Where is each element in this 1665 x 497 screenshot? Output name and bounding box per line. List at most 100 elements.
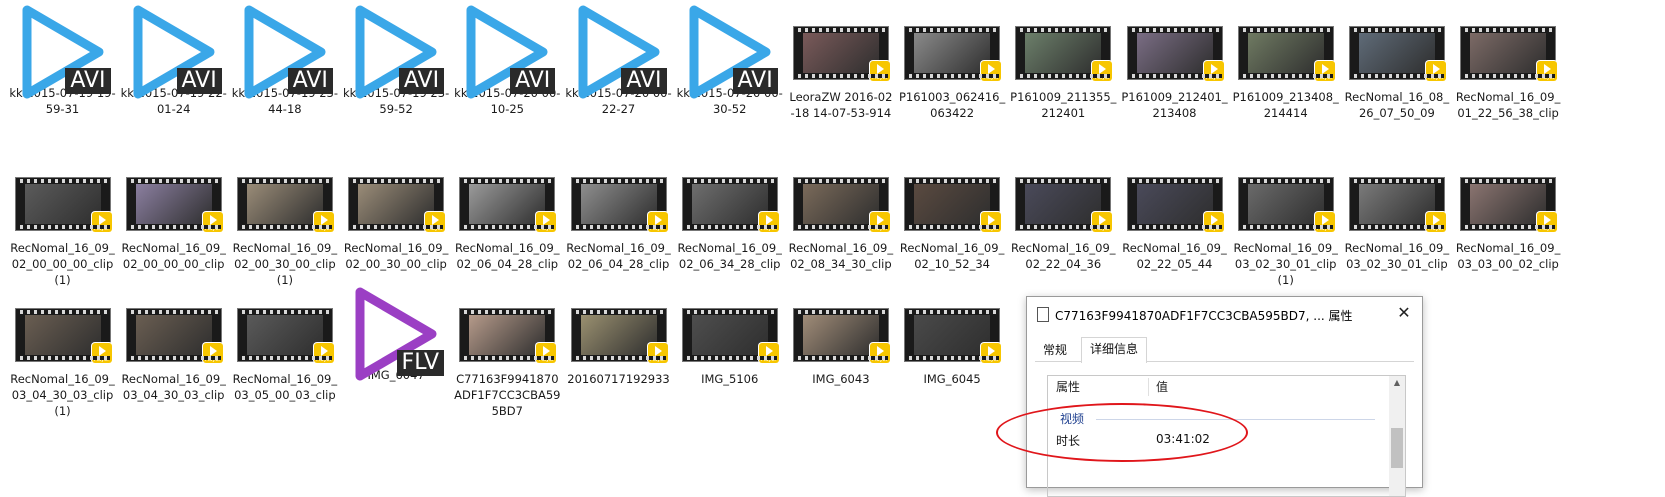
thumbnail-image — [1247, 184, 1324, 224]
file-item[interactable]: Player P161009_212401_213408 — [1119, 6, 1230, 121]
file-item[interactable]: Player RecNomal_16_09_02_00_30_00_clip — [341, 157, 452, 272]
player-badge-icon: Player — [313, 212, 334, 232]
file-name: P161009_212401_213408 — [1121, 90, 1228, 120]
file-item[interactable]: Player P161009_213408_214414 — [1230, 6, 1341, 121]
file-item[interactable]: Player RecNomal_16_09_02_00_00_00_clip — [118, 157, 229, 272]
player-badge-icon: Player — [1203, 212, 1224, 232]
file-item[interactable]: AVI kk 2015-07-19 23-44-18 — [229, 5, 340, 117]
file-item[interactable]: FLVIMG_6047 — [341, 287, 452, 383]
file-item[interactable]: Player RecNomal_16_09_02_22_05_44 — [1119, 157, 1230, 272]
video-thumbnail: Player — [569, 288, 669, 368]
file-name: RecNomal_16_09_02_06_34_28_clip — [677, 241, 782, 271]
file-item[interactable]: Player C77163F9941870ADF1F7CC3CBA595BD7 — [452, 288, 563, 419]
video-thumbnail: Player — [1236, 157, 1336, 237]
thumbnail-image — [1470, 33, 1547, 73]
file-item[interactable]: Player RecNomal_16_09_03_02_30_01_clip(1) — [1230, 157, 1341, 288]
player-badge-icon: Player — [1314, 61, 1335, 81]
file-item[interactable]: Player RecNomal_16_09_03_04_30_03_clip(1) — [7, 288, 118, 419]
file-item[interactable]: Player RecNomal_16_09_02_06_04_28_clip — [452, 157, 563, 272]
file-item[interactable]: AVI kk 2015-07-20 00-10-25 — [452, 5, 563, 117]
file-item[interactable]: Player P161009_211355_212401 — [1008, 6, 1119, 121]
player-badge-label: Player — [316, 357, 332, 363]
details-scrollbar[interactable]: ▲ — [1389, 376, 1405, 496]
thumbnail-image — [1025, 184, 1102, 224]
player-badge-label: Player — [760, 357, 777, 363]
player-badge-label: Player — [1094, 226, 1111, 232]
file-item[interactable]: Player RecNomal_16_09_01_22_56_38_clip — [1453, 6, 1564, 121]
filmstrip-frame: Player — [1237, 26, 1335, 81]
file-item[interactable]: Player P161003_062416_063422 — [897, 6, 1008, 121]
filmstrip-frame: Player — [904, 177, 1002, 232]
filmstrip-frame: Player — [792, 177, 890, 232]
video-thumbnail: Player — [1125, 6, 1225, 86]
thumbnail-image — [1247, 33, 1324, 73]
player-badge-label: Player — [538, 226, 555, 232]
file-name: RecNomal_16_08_26_07_50_09 — [1344, 90, 1450, 120]
file-item[interactable]: AVI kk 2015-07-19 23-59-52 — [341, 5, 452, 117]
file-item[interactable]: Player IMG_5106 — [674, 288, 785, 387]
file-item[interactable]: Player RecNomal_16_09_03_02_30_01_clip — [1341, 157, 1452, 272]
file-item[interactable]: AVI kk 2015-07-20 00-22-27 — [563, 5, 674, 117]
avi-file-icon: AVI — [346, 2, 446, 99]
thumbnail-image — [1136, 33, 1213, 73]
filmstrip-frame: Player — [792, 26, 890, 81]
file-item[interactable]: Player RecNomal_16_09_03_05_00_03_clip — [229, 288, 340, 403]
video-thumbnail: Player — [124, 288, 224, 368]
avi-file-icon: AVI — [569, 2, 669, 99]
close-button[interactable]: ✕ — [1397, 303, 1411, 322]
player-badge-icon: Player — [1203, 61, 1224, 81]
file-type-badge: AVI — [510, 68, 556, 94]
file-item[interactable]: Player RecNomal_16_09_02_08_34_30_clip — [785, 157, 896, 272]
file-item[interactable]: Player LeoraZW 2016-02-18 14-07-53-914 — [785, 6, 896, 121]
player-badge-label: Player — [93, 357, 110, 363]
filmstrip-frame: Player — [348, 177, 446, 232]
file-item[interactable]: Player IMG_6043 — [785, 288, 896, 387]
tab-details[interactable]: 详细信息 — [1081, 337, 1148, 363]
filmstrip-frame: Player — [792, 308, 890, 363]
file-item[interactable]: Player RecNomal_16_09_02_00_30_00_clip(1) — [229, 157, 340, 288]
file-item[interactable]: Player RecNomal_16_09_03_03_00_02_clip — [1453, 157, 1564, 272]
file-item[interactable]: Player IMG_6045 — [897, 288, 1008, 387]
player-badge-icon: Player — [202, 212, 223, 232]
player-badge-label: Player — [649, 226, 666, 232]
player-badge-icon: Player — [647, 212, 668, 232]
player-badge-label: Player — [649, 357, 666, 363]
column-header-property[interactable]: 属性 — [1056, 380, 1081, 394]
scrollbar-thumb[interactable] — [1391, 428, 1403, 468]
file-item[interactable]: Player 20160717192933 — [563, 288, 674, 387]
file-item[interactable]: Player RecNomal_16_09_02_22_04_36 — [1008, 157, 1119, 272]
highlight-ellipse — [996, 403, 1248, 462]
file-type-badge: AVI — [65, 68, 111, 94]
player-badge-label: Player — [1316, 75, 1333, 81]
thumbnail-image — [1358, 33, 1435, 73]
dialog-title-bar[interactable]: C77163F9941870ADF1F7CC3CBA595BD7, ... 属性… — [1027, 297, 1422, 331]
file-item[interactable]: Player RecNomal_16_09_02_06_34_28_clip — [674, 157, 785, 272]
column-headers: 属性 值 — [1048, 376, 1389, 398]
file-item[interactable]: AVI kk 2015-07-19 19-59-31 — [7, 5, 118, 117]
player-badge-label: Player — [1428, 75, 1444, 81]
column-separator[interactable] — [1148, 378, 1149, 396]
scroll-up-arrow-icon[interactable]: ▲ — [1393, 378, 1401, 387]
file-item[interactable]: AVI kk 2015-07-19 22-01-24 — [118, 5, 229, 117]
video-thumbnail: Player — [569, 157, 669, 237]
filmstrip-frame: Player — [1348, 177, 1446, 232]
file-item[interactable]: Player RecNomal_16_09_02_06_04_28_clip — [563, 157, 674, 272]
file-item[interactable]: Player RecNomal_16_08_26_07_50_09 — [1341, 6, 1452, 121]
file-name: RecNomal_16_09_03_02_30_01_clip(1) — [1233, 241, 1338, 287]
filmstrip-frame: Player — [681, 177, 779, 232]
video-thumbnail: Player — [457, 157, 557, 237]
column-header-value[interactable]: 值 — [1156, 380, 1169, 394]
filmstrip-frame: Player — [125, 308, 223, 363]
player-badge-label: Player — [427, 226, 443, 232]
player-badge-label: Player — [538, 357, 555, 363]
file-item[interactable]: AVI kk 2015-07-20 00-30-52 — [674, 5, 785, 117]
file-item[interactable]: Player RecNomal_16_09_03_04_30_03_clip — [118, 288, 229, 403]
thumbnail-image — [246, 184, 323, 224]
player-badge-label: Player — [204, 226, 221, 232]
file-item[interactable]: Player RecNomal_16_09_02_10_52_34 — [897, 157, 1008, 272]
file-item[interactable]: Player RecNomal_16_09_02_00_00_00_clip(1) — [7, 157, 118, 288]
tab-general[interactable]: 常规 — [1043, 343, 1068, 357]
player-badge-label: Player — [1316, 226, 1333, 232]
file-name: RecNomal_16_09_02_00_30_00_clip — [343, 241, 449, 271]
thumbnail-image — [246, 315, 323, 355]
